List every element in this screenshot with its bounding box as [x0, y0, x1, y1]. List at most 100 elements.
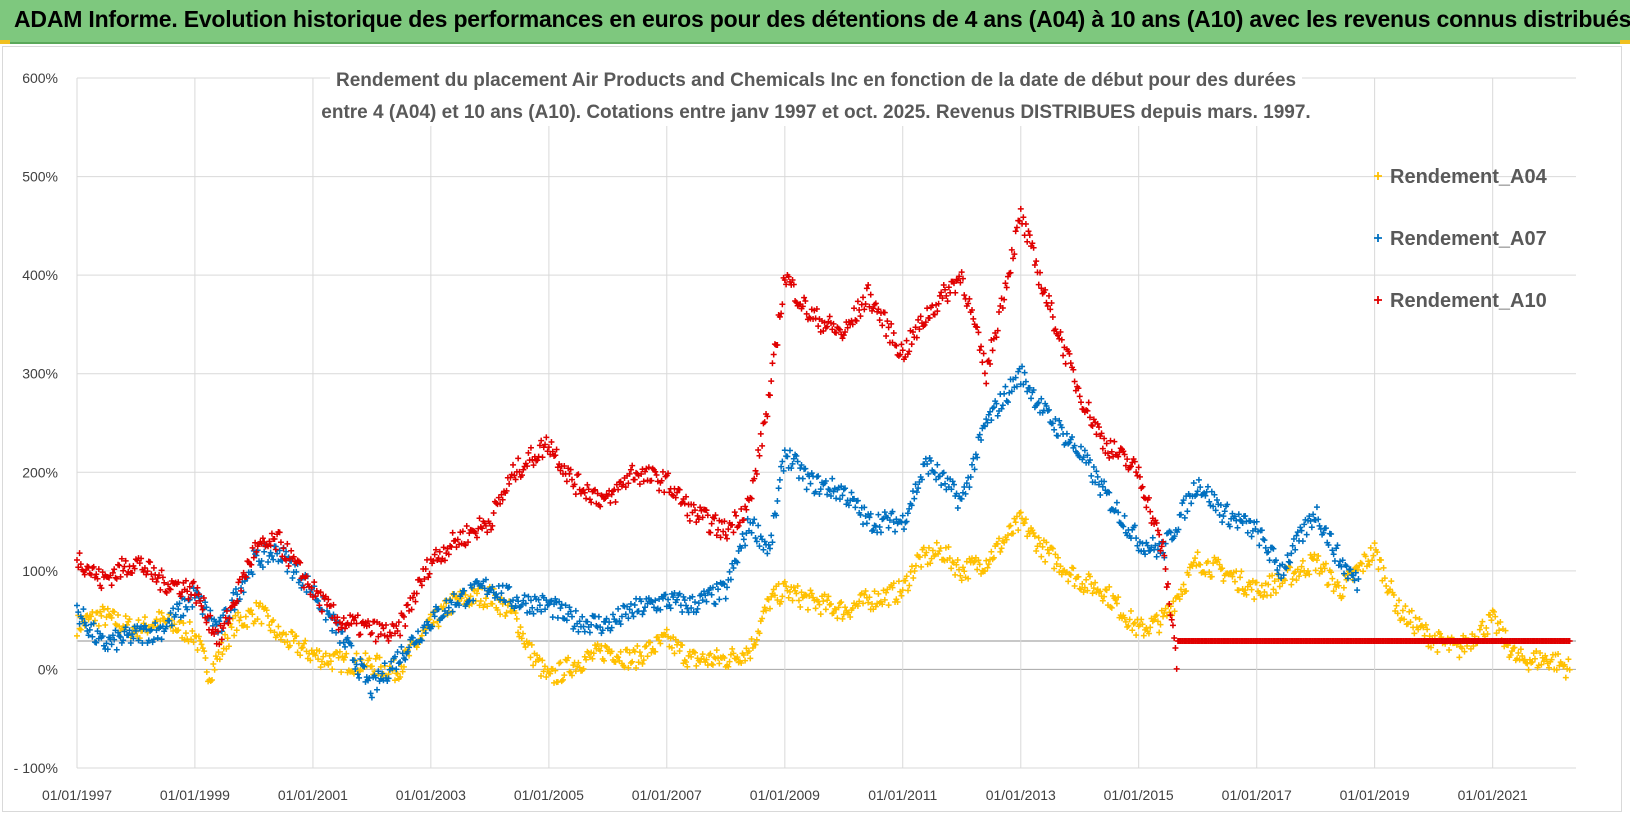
data-point: [1490, 608, 1497, 615]
data-point: [400, 613, 407, 620]
data-point: [234, 597, 241, 604]
data-point: [1266, 557, 1273, 564]
data-point: [315, 656, 322, 663]
data-point: [1177, 586, 1184, 593]
data-point: [506, 480, 513, 487]
data-point: [235, 609, 242, 616]
data-point: [657, 606, 664, 613]
data-point: [397, 632, 404, 639]
data-point: [201, 648, 208, 655]
data-point: [821, 591, 828, 598]
data-point: [567, 608, 574, 615]
data-point: [356, 674, 363, 681]
data-point: [562, 602, 569, 609]
data-point: [122, 557, 129, 564]
data-point: [89, 633, 96, 640]
data-point: [1561, 661, 1568, 668]
data-point: [844, 324, 851, 331]
data-point: [816, 601, 823, 608]
data-point: [176, 600, 183, 607]
data-point: [554, 678, 561, 685]
data-point: [1221, 508, 1228, 515]
data-point: [520, 466, 527, 473]
data-point: [1129, 627, 1136, 634]
data-point: [1166, 600, 1173, 607]
data-point: [412, 598, 419, 605]
data-point: [783, 583, 790, 590]
data-point: [766, 392, 773, 399]
data-point: [175, 579, 182, 586]
data-point: [1354, 587, 1361, 594]
data-point: [703, 656, 710, 663]
data-point: [681, 597, 688, 604]
data-point: [494, 607, 501, 614]
data-point: [342, 625, 349, 632]
data-point: [1149, 534, 1156, 541]
data-point: [238, 587, 245, 594]
data-point: [666, 602, 673, 609]
data-point: [957, 279, 964, 286]
data-point: [1066, 439, 1073, 446]
data-point: [905, 587, 912, 594]
data-point: [1158, 543, 1165, 550]
data-point: [216, 618, 223, 625]
data-point: [109, 569, 116, 576]
data-point: [1078, 443, 1085, 450]
data-point: [248, 607, 255, 614]
data-point: [116, 562, 123, 569]
data-point: [708, 520, 715, 527]
data-point: [885, 324, 892, 331]
data-point: [713, 647, 720, 654]
data-point: [153, 578, 160, 585]
data-point: [526, 608, 533, 615]
data-point: [722, 595, 729, 602]
data-point: [1310, 511, 1317, 518]
data-point: [652, 468, 659, 475]
data-point: [1012, 228, 1019, 235]
data-point: [866, 514, 873, 521]
data-point: [198, 641, 205, 648]
data-point: [408, 606, 415, 613]
data-point: [1217, 501, 1224, 508]
data-point: [1113, 600, 1120, 607]
data-point: [1147, 624, 1154, 631]
data-point: [219, 651, 226, 658]
data-point: [615, 486, 622, 493]
data-point: [927, 560, 934, 567]
data-point: [1424, 626, 1431, 633]
data-point: [203, 619, 210, 626]
data-point: [690, 501, 697, 508]
data-point: [267, 627, 274, 634]
data-point: [353, 620, 360, 627]
data-point: [312, 593, 319, 600]
data-point: [778, 310, 785, 317]
data-point: [1239, 520, 1246, 527]
data-point: [1156, 629, 1163, 636]
data-point: [662, 591, 669, 598]
data-point: [1260, 593, 1267, 600]
data-point: [1003, 536, 1010, 543]
data-point: [515, 629, 522, 636]
data-point: [285, 562, 292, 569]
data-point: [906, 505, 913, 512]
data-point: [603, 615, 610, 622]
data-point: [380, 625, 387, 632]
data-point: [599, 627, 606, 634]
data-point: [1360, 568, 1367, 575]
data-point: [1035, 281, 1042, 288]
data-point: [729, 521, 736, 528]
data-point: [1131, 619, 1138, 626]
data-point: [1341, 570, 1347, 577]
data-point: [182, 577, 189, 584]
data-point: [367, 631, 374, 638]
data-point: [1478, 622, 1485, 629]
data-point: [813, 305, 820, 312]
data-point: [141, 614, 148, 621]
data-point: [202, 654, 209, 661]
data-point: [1133, 632, 1140, 639]
data-point: [983, 380, 990, 387]
data-point: [962, 490, 969, 497]
data-point: [242, 613, 249, 620]
data-point: [1310, 556, 1317, 563]
data-point: [1052, 416, 1059, 423]
